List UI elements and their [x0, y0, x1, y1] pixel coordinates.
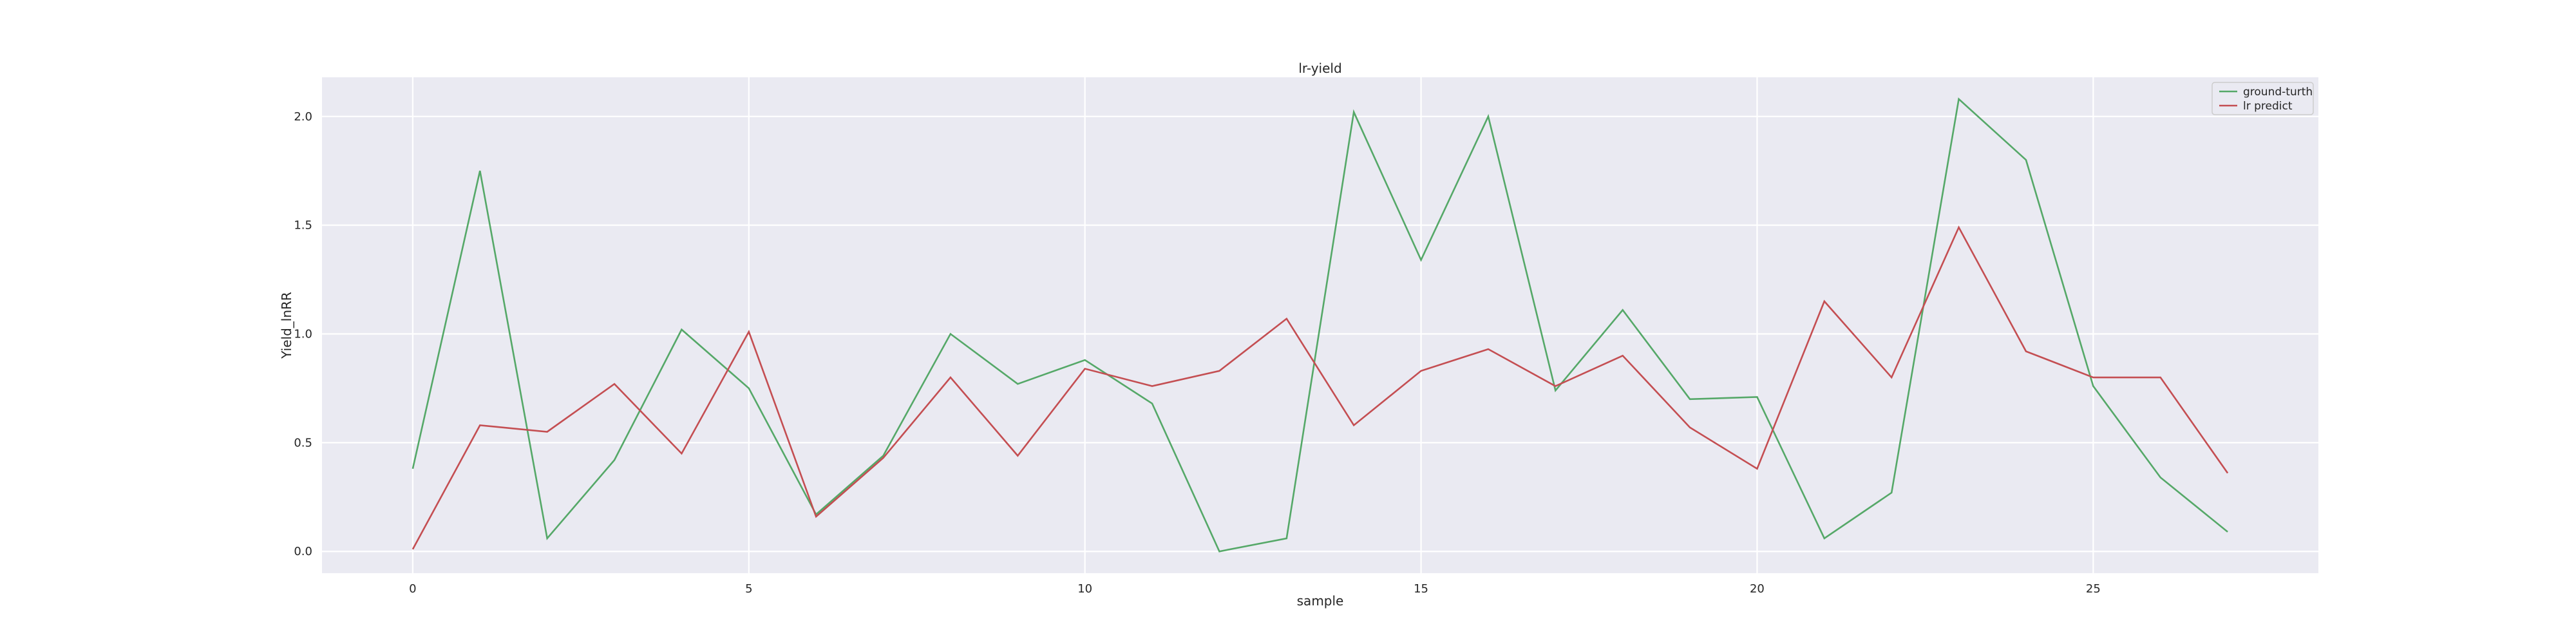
legend-label-ground-turth: ground-turth	[2243, 86, 2313, 99]
y-tick-labels: 0.0 0.5 1.0 1.5 2.0	[294, 110, 312, 558]
series-lines	[412, 97, 2229, 553]
series-line-lr-predict	[412, 225, 2229, 550]
y-axis-label: Yield_lnRR	[279, 292, 294, 359]
x-tick-label: 10	[1077, 582, 1092, 596]
x-tick-label: 20	[1750, 582, 1765, 596]
chart-title: lr-yield	[1298, 61, 1341, 76]
legend: ground-turth lr predict	[2211, 82, 2314, 115]
y-tick-label: 2.0	[294, 110, 312, 124]
legend-box	[2211, 82, 2314, 115]
x-tick-label: 0	[409, 582, 416, 596]
series-line-ground-turth	[412, 97, 2228, 553]
legend-label-lr-predict: lr predict	[2243, 100, 2293, 113]
x-axis-label: sample	[1297, 593, 1344, 609]
y-tick-label: 0.5	[294, 436, 312, 450]
x-tick-label: 5	[745, 582, 752, 596]
x-tick-labels: 0 5 10 15 20 25	[409, 582, 2101, 596]
x-tick-label: 25	[2086, 582, 2101, 596]
y-tick-label: 1.0	[294, 328, 312, 341]
y-tick-label: 1.5	[294, 219, 312, 232]
grid-lines	[322, 77, 2318, 573]
x-tick-label: 15	[1414, 582, 1428, 596]
y-tick-label: 0.0	[294, 545, 312, 558]
